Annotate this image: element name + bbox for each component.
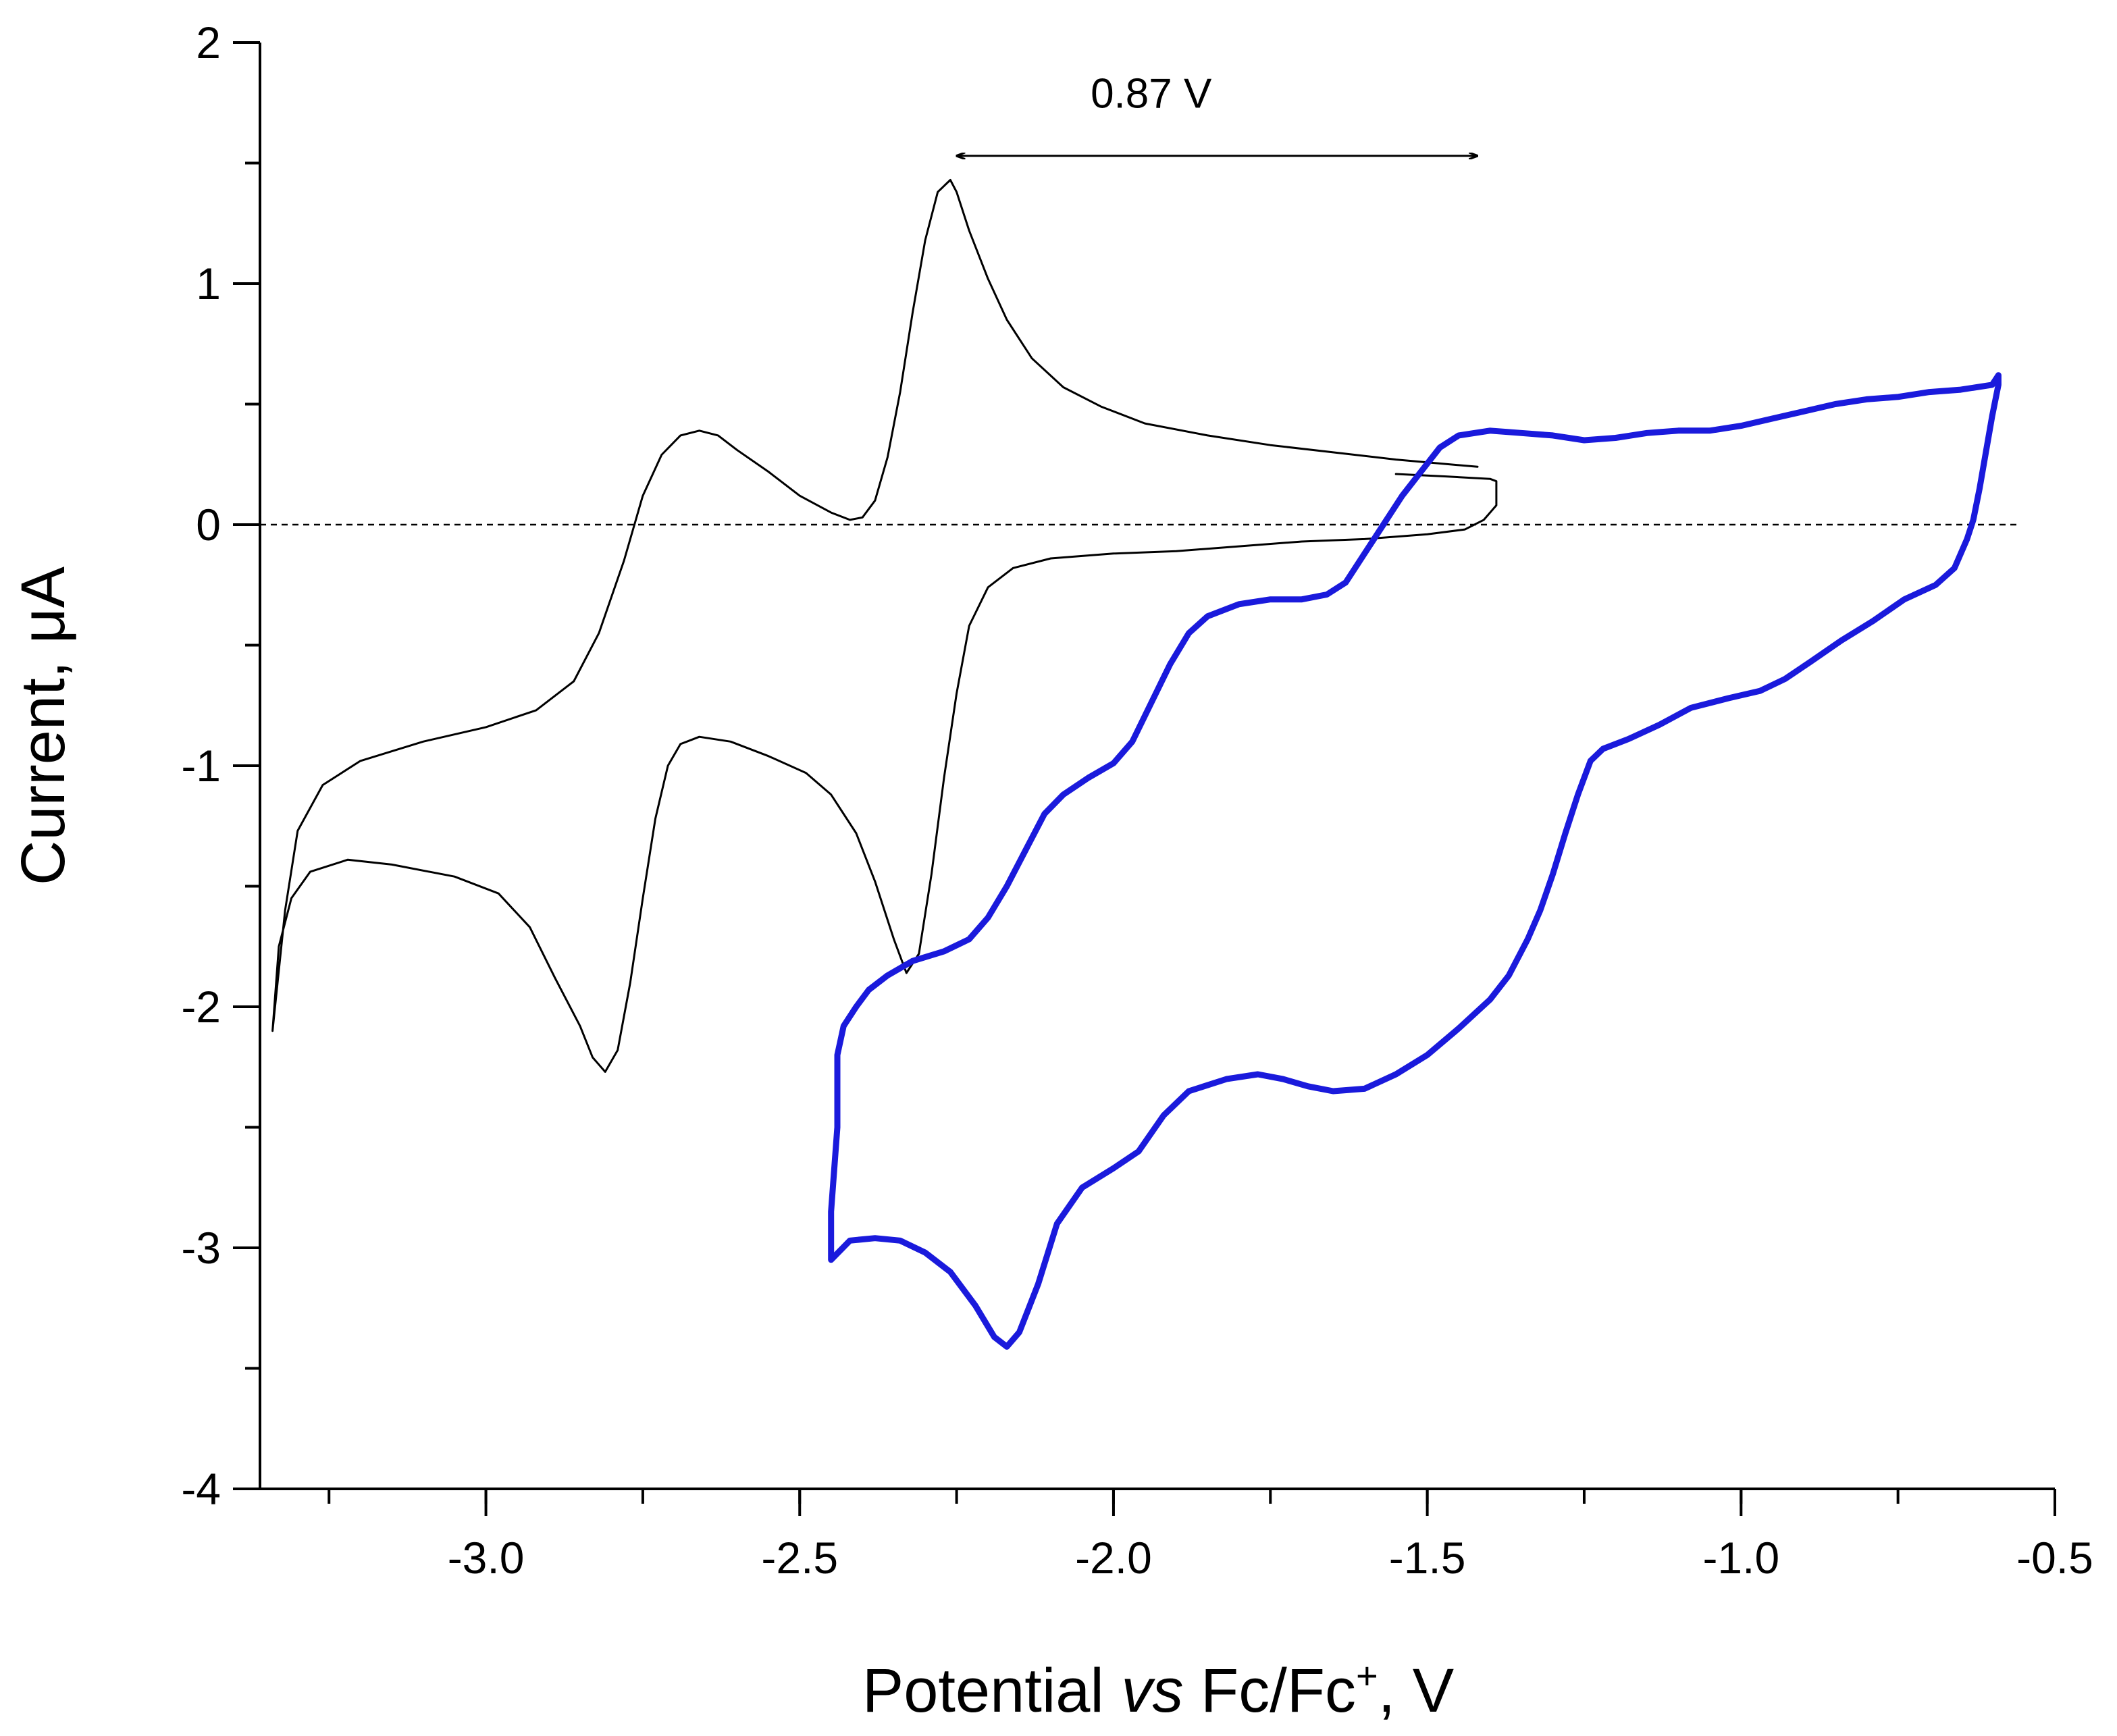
y-tick-label: 0 [196,500,221,550]
y-tick-label: 1 [196,259,221,309]
y-tick-label: -2 [181,982,221,1032]
series-layer [271,179,2002,1350]
annotation-layer: 0.87 V [957,70,1478,155]
series-black-cv [271,179,1498,1073]
y-tick-label: -3 [181,1223,221,1273]
x-axis-title: Potential vs Fc/Fc+, V [862,1654,1454,1725]
axes-layer: -3.0 -2.5 -2.0 -1.5 -1.0 -0.5 2 1 0 -1 -2 -3 -4 [181,18,2093,1583]
x-tick-label: -2.0 [1075,1533,1152,1583]
x-tick-label: -3.0 [448,1533,525,1583]
y-tick-label: 2 [196,18,221,68]
x-tick-label: -1.0 [1702,1533,1779,1583]
annotation-label: 0.87 V [1091,70,1212,117]
y-axis-title: Current, μA [9,566,78,885]
x-tick-label: -2.5 [761,1533,838,1583]
x-tick-label: -1.5 [1389,1533,1466,1583]
y-tick-label: -4 [181,1464,221,1514]
series-blue-cv [828,372,2002,1350]
y-tick-label: -1 [181,741,221,791]
x-tick-label: -0.5 [2016,1533,2093,1583]
